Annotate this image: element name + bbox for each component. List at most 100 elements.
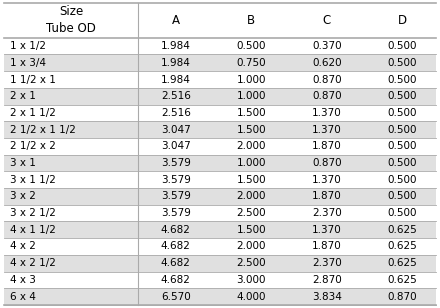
Text: 3.579: 3.579 [161, 175, 191, 185]
Text: 0.500: 0.500 [388, 75, 417, 84]
Text: 0.500: 0.500 [388, 191, 417, 201]
Text: 0.500: 0.500 [237, 41, 266, 51]
Text: 1.370: 1.370 [312, 225, 341, 235]
Text: 3.579: 3.579 [161, 208, 191, 218]
Text: 4 x 1 1/2: 4 x 1 1/2 [10, 225, 55, 235]
Text: 0.625: 0.625 [387, 258, 417, 268]
Bar [4, 272, 436, 288]
Text: 0.500: 0.500 [388, 108, 417, 118]
Text: 3.579: 3.579 [161, 158, 191, 168]
Text: 0.870: 0.870 [312, 158, 341, 168]
Text: 1.000: 1.000 [237, 158, 266, 168]
Bar [4, 205, 436, 221]
Bar [4, 288, 436, 305]
Text: 1.500: 1.500 [236, 108, 266, 118]
Bar [4, 138, 436, 155]
Bar [4, 105, 436, 121]
Text: 6 x 4: 6 x 4 [10, 292, 36, 302]
Text: 2.370: 2.370 [312, 208, 341, 218]
Text: 2.870: 2.870 [312, 275, 341, 285]
Text: 2.000: 2.000 [237, 191, 266, 201]
Text: 3.834: 3.834 [312, 292, 341, 302]
Bar [4, 155, 436, 171]
Text: 0.870: 0.870 [387, 292, 417, 302]
Text: 1.870: 1.870 [312, 191, 341, 201]
Text: 1.984: 1.984 [161, 58, 191, 68]
Text: 0.500: 0.500 [388, 141, 417, 151]
Text: 2.370: 2.370 [312, 258, 341, 268]
Text: 0.500: 0.500 [388, 41, 417, 51]
Text: 0.500: 0.500 [388, 125, 417, 135]
Text: 1 x 3/4: 1 x 3/4 [10, 58, 46, 68]
Text: 1.370: 1.370 [312, 125, 341, 135]
Text: D: D [398, 14, 407, 27]
Text: 2.500: 2.500 [236, 208, 266, 218]
Bar [4, 221, 436, 238]
Bar [4, 121, 436, 138]
Text: 0.500: 0.500 [388, 175, 417, 185]
Text: 3.579: 3.579 [161, 191, 191, 201]
Text: 4.682: 4.682 [161, 225, 191, 235]
Text: 2 x 1: 2 x 1 [10, 91, 36, 101]
Bar [4, 3, 436, 38]
Text: 0.370: 0.370 [312, 41, 341, 51]
Bar [4, 88, 436, 105]
Text: A: A [172, 14, 180, 27]
Text: Size
Tube OD: Size Tube OD [46, 6, 96, 35]
Text: 2.000: 2.000 [237, 241, 266, 252]
Text: 1.870: 1.870 [312, 141, 341, 151]
Text: 4.682: 4.682 [161, 258, 191, 268]
Text: 1 1/2 x 1: 1 1/2 x 1 [10, 75, 55, 84]
Text: 4 x 3: 4 x 3 [10, 275, 36, 285]
Text: 0.625: 0.625 [387, 225, 417, 235]
Text: 0.500: 0.500 [388, 158, 417, 168]
Text: B: B [247, 14, 255, 27]
Text: 4.000: 4.000 [237, 292, 266, 302]
Text: 2.516: 2.516 [161, 91, 191, 101]
Text: 3.000: 3.000 [237, 275, 266, 285]
Text: 0.500: 0.500 [388, 91, 417, 101]
Text: 3 x 1: 3 x 1 [10, 158, 36, 168]
Text: 0.870: 0.870 [312, 91, 341, 101]
Text: 0.625: 0.625 [387, 275, 417, 285]
Bar [4, 171, 436, 188]
Text: 1.984: 1.984 [161, 75, 191, 84]
Text: 3 x 1 1/2: 3 x 1 1/2 [10, 175, 55, 185]
Text: 2.000: 2.000 [237, 141, 266, 151]
Text: 0.620: 0.620 [312, 58, 341, 68]
Text: 2.516: 2.516 [161, 108, 191, 118]
Text: 0.750: 0.750 [236, 58, 266, 68]
Text: 4.682: 4.682 [161, 275, 191, 285]
Bar [4, 255, 436, 272]
Text: 4.682: 4.682 [161, 241, 191, 252]
Bar [4, 238, 436, 255]
Bar [4, 38, 436, 55]
Text: 2 1/2 x 2: 2 1/2 x 2 [10, 141, 55, 151]
Text: 1.870: 1.870 [312, 241, 341, 252]
Text: 1.984: 1.984 [161, 41, 191, 51]
Bar [4, 188, 436, 205]
Text: 0.625: 0.625 [387, 241, 417, 252]
Text: 0.500: 0.500 [388, 208, 417, 218]
Text: 1.500: 1.500 [236, 225, 266, 235]
Text: 0.870: 0.870 [312, 75, 341, 84]
Text: 4 x 2 1/2: 4 x 2 1/2 [10, 258, 55, 268]
Text: 4 x 2: 4 x 2 [10, 241, 36, 252]
Text: 2 x 1 1/2: 2 x 1 1/2 [10, 108, 55, 118]
Text: 1.370: 1.370 [312, 108, 341, 118]
Text: 3.047: 3.047 [161, 141, 191, 151]
Text: 2 1/2 x 1 1/2: 2 1/2 x 1 1/2 [10, 125, 75, 135]
Text: C: C [323, 14, 331, 27]
Text: 0.500: 0.500 [388, 58, 417, 68]
Text: 2.500: 2.500 [236, 258, 266, 268]
Text: 1.500: 1.500 [236, 175, 266, 185]
Bar [4, 71, 436, 88]
Text: 6.570: 6.570 [161, 292, 191, 302]
Bar [4, 55, 436, 71]
Text: 3 x 2 1/2: 3 x 2 1/2 [10, 208, 55, 218]
Text: 1.370: 1.370 [312, 175, 341, 185]
Text: 1.000: 1.000 [237, 91, 266, 101]
Text: 3.047: 3.047 [161, 125, 191, 135]
Text: 1 x 1/2: 1 x 1/2 [10, 41, 46, 51]
Text: 1.500: 1.500 [236, 125, 266, 135]
